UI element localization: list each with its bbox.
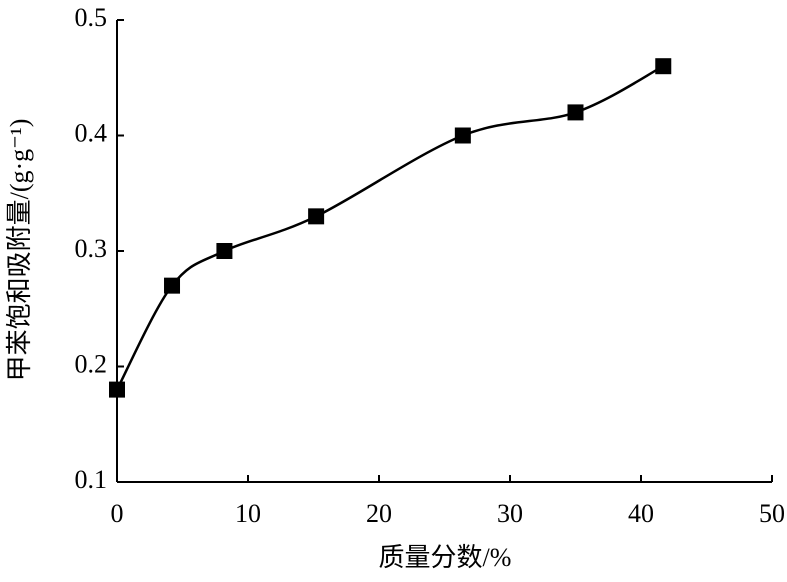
x-tick-label: 50 [759,499,785,528]
marker [109,381,125,398]
marker [216,243,233,259]
x-tick-label: 30 [497,499,523,528]
y-tick-label: 0.5 [75,3,108,32]
x-tick-label: 10 [235,499,261,528]
marker [567,104,584,121]
y-tick-label: 0.3 [75,234,108,263]
y-tick-label: 0.4 [75,118,108,147]
marker [164,277,181,294]
x-axis-label: 质量分数/% [379,543,512,572]
y-tick-label: 0.2 [75,349,108,378]
marker [454,127,471,144]
marker [308,208,325,225]
y-tick-label: 0.1 [75,465,108,494]
x-tick-label: 20 [366,499,392,528]
x-tick-label: 40 [628,499,654,528]
y-axis-label: 甲苯饱和吸附量/(g·g⁻¹) [5,119,34,382]
x-tick-label: 0 [111,499,124,528]
marker [655,58,672,75]
